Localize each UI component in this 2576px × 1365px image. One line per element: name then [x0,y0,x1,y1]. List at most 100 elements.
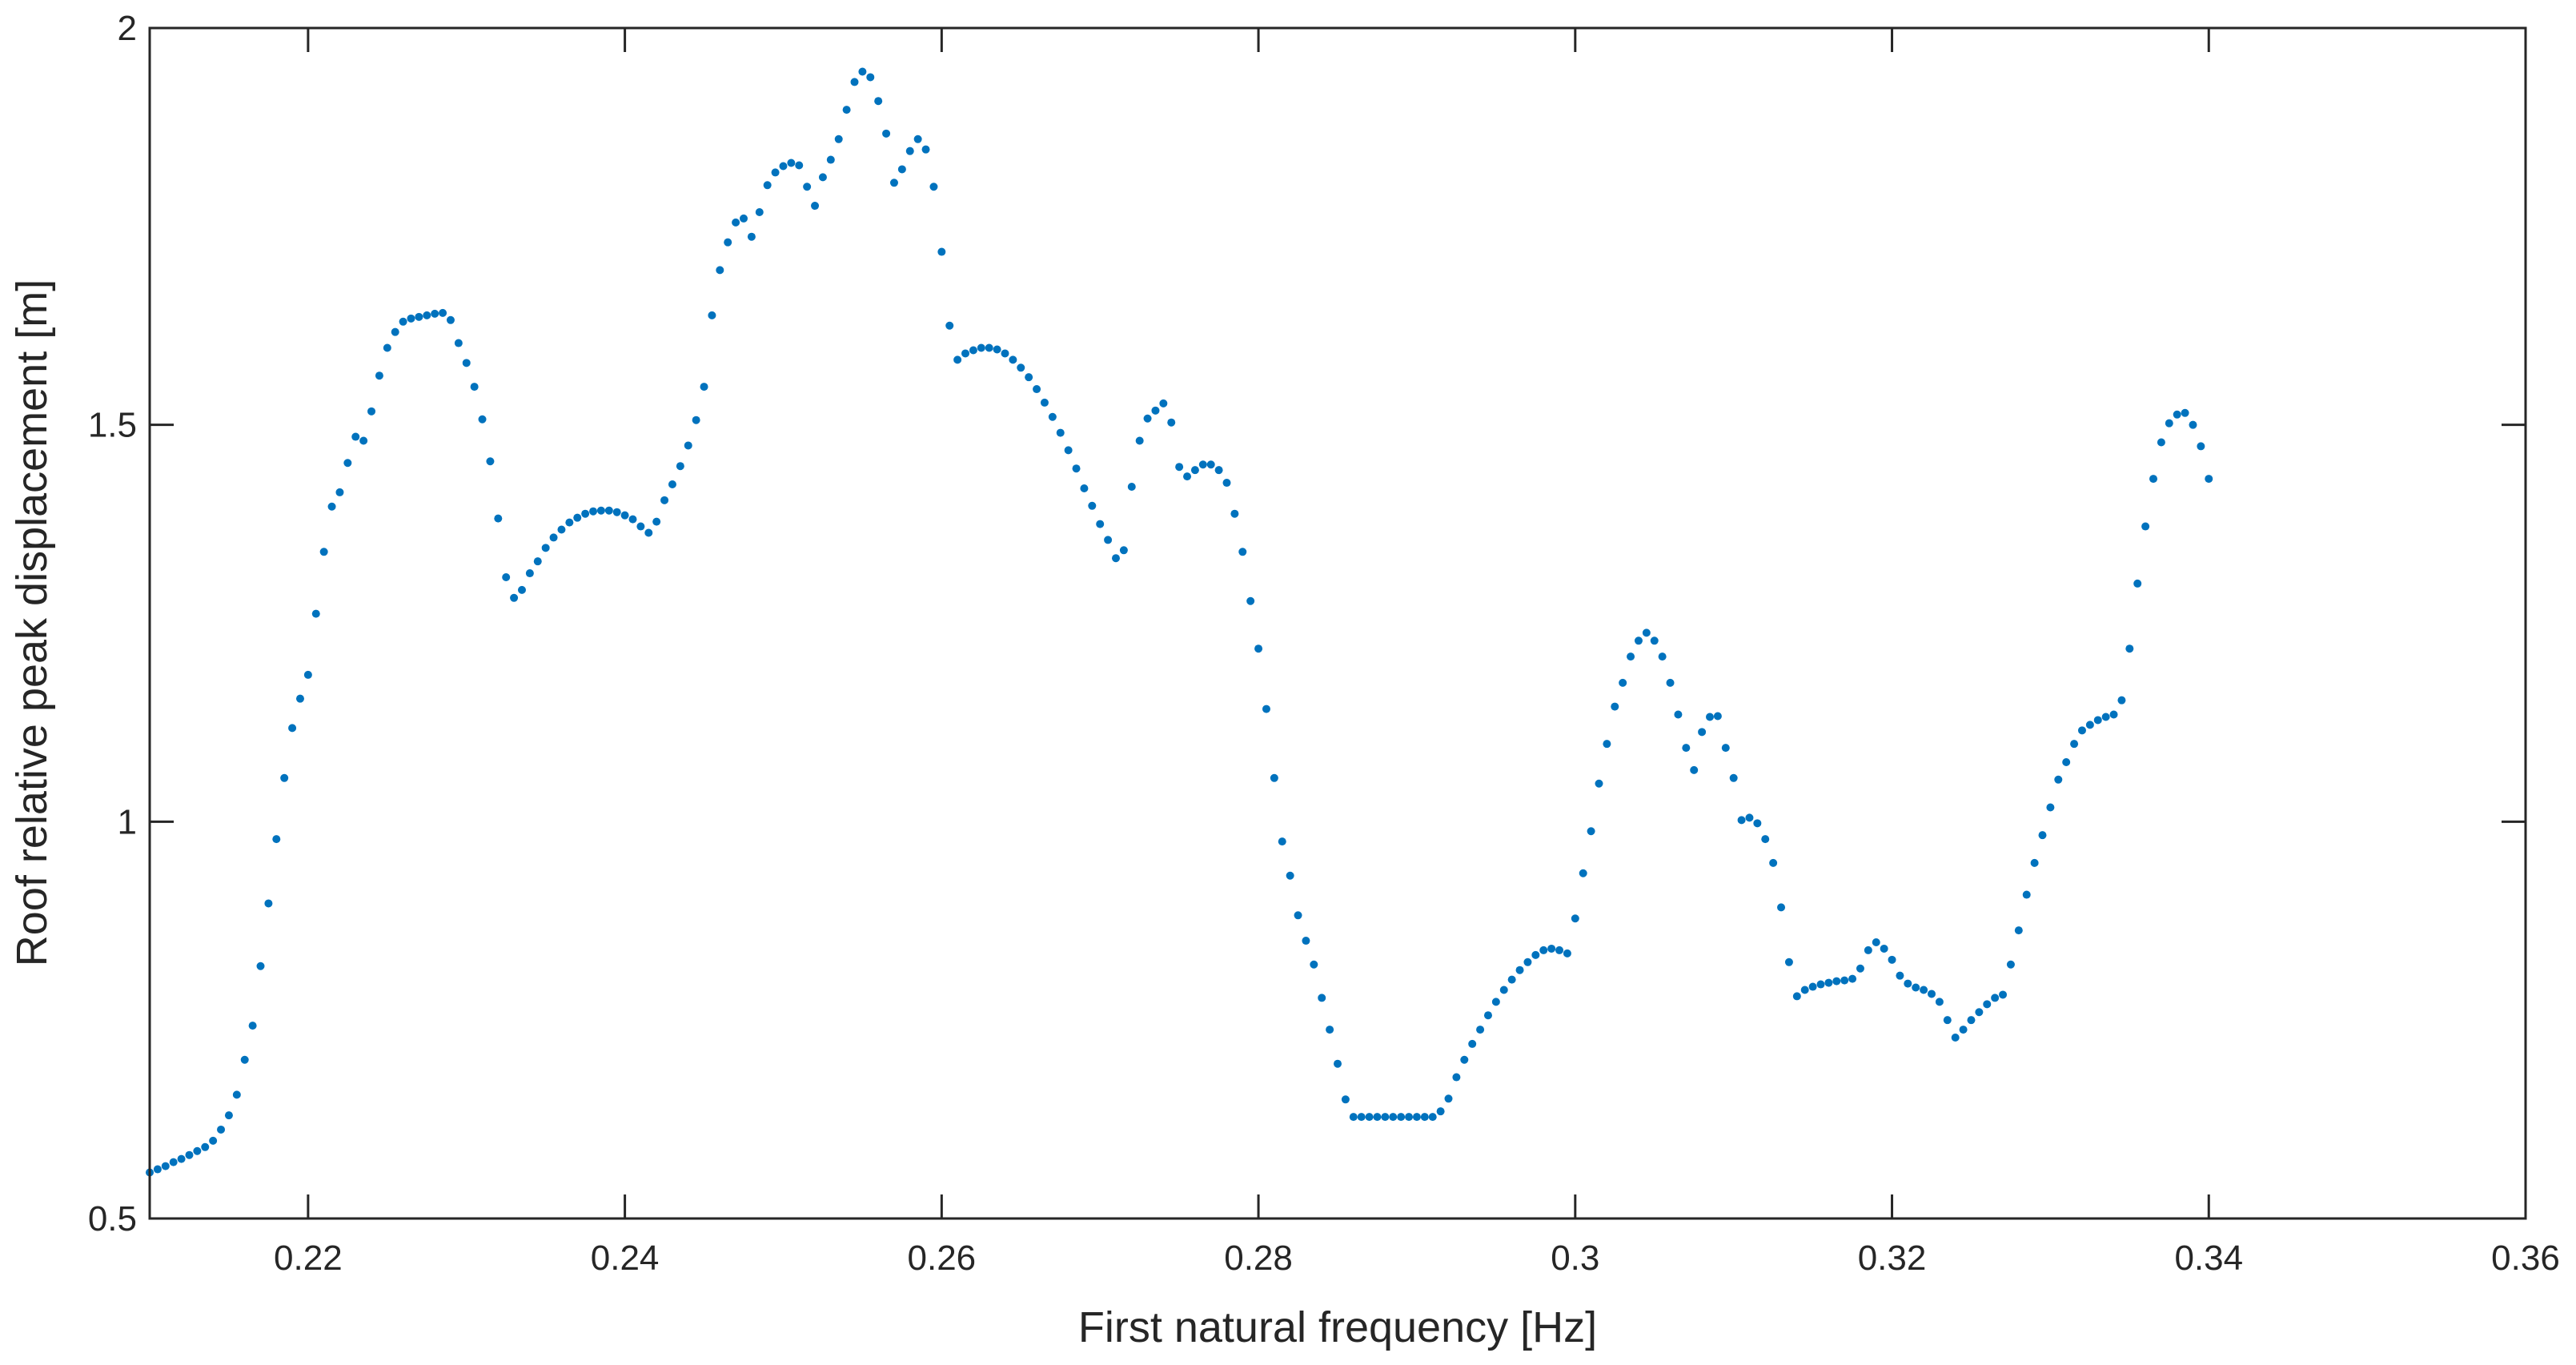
data-point [209,1136,218,1145]
data-point [1009,355,1017,364]
data-point [708,311,716,319]
data-point [2022,890,2031,899]
data-point [589,507,598,516]
data-point [1318,994,1326,1002]
data-point [620,511,629,520]
data-point [668,480,676,489]
data-point [850,78,859,86]
data-point [787,159,796,167]
data-point [1397,1113,1406,1122]
data-point [454,339,463,347]
data-point [2014,926,2023,935]
data-point [1040,398,1049,407]
data-point [2077,726,2086,735]
data-point [177,1154,186,1163]
data-point [1175,463,1184,472]
data-point [993,345,1001,354]
data-point [1563,949,1571,958]
data-point [977,343,985,352]
data-point [913,134,922,143]
axis-tick-labels: 0.22 0.24 0.26 0.28 0.3 0.32 0.34 0.36 0.5 1 1.5 2 [88,9,2560,1278]
data-point [248,1022,257,1030]
data-point [1349,1113,1358,1122]
data-point [1713,712,1722,721]
data-point [1555,945,1564,954]
data-point [1420,1113,1429,1122]
data-point [423,311,431,319]
data-point [2141,522,2150,531]
data-point [161,1162,170,1170]
data-point [1341,1095,1350,1104]
data-point [1792,992,1801,1001]
data-point [2109,710,2118,719]
data-point [961,349,970,358]
data-point [1143,414,1152,423]
data-point [2046,803,2055,812]
x-tick-label: 0.32 [1858,1239,1927,1278]
data-point [937,247,946,256]
data-point [383,343,391,352]
y-tick-label: 1 [118,802,137,841]
data-point [2101,713,2110,721]
data-point [1816,980,1825,989]
data-point [1547,944,1556,953]
data-point [533,557,542,566]
data-point [953,355,962,364]
data-point [747,232,756,241]
data-point [1579,869,1587,877]
data-point [1872,938,1880,947]
data-point [1499,986,1508,994]
data-point [1436,1107,1445,1116]
data-point [1444,1094,1453,1103]
data-point [1705,713,1714,721]
data-point [1690,765,1699,774]
data-point [929,183,938,191]
data-point [1880,944,1888,953]
y-tick-label: 0.5 [88,1199,137,1239]
data-point [897,165,906,174]
data-point [1468,1039,1477,1048]
data-point [1777,903,1786,912]
data-point [217,1125,226,1134]
data-point [771,168,780,177]
data-point [391,327,399,336]
data-point [169,1158,178,1166]
data-point [1072,464,1081,473]
data-point [311,609,320,618]
data-point [985,343,993,352]
data-points [146,67,2213,1177]
data-point [676,462,684,471]
data-point [1991,994,2000,1002]
data-point [2085,721,2094,729]
data-point [1476,1026,1485,1034]
data-point [224,1111,233,1120]
data-point [335,488,344,496]
data-point [1412,1113,1421,1122]
x-axis-label: First natural frequency [Hz] [1078,1303,1597,1351]
x-tick-label: 0.3 [1551,1239,1599,1278]
data-point [1230,509,1239,518]
data-point [1198,460,1207,469]
data-point [842,106,851,114]
data-point [1587,827,1595,836]
data-point [343,459,352,468]
data-point [1151,406,1160,415]
data-point [660,496,669,504]
data-point [1206,460,1215,469]
data-point [1214,466,1223,475]
data-point [2205,475,2213,484]
data-point [1515,966,1524,974]
data-point [446,315,455,324]
data-point [636,522,645,531]
data-point [1896,971,1904,980]
data-point [525,569,534,578]
data-point [1507,975,1516,984]
data-point [803,183,812,191]
data-point [2117,696,2126,705]
data-point [367,407,376,416]
data-point [2038,831,2047,840]
data-point [2125,644,2134,653]
plot-frame [148,26,2527,1220]
data-point [692,416,700,424]
data-point [1302,937,1310,945]
